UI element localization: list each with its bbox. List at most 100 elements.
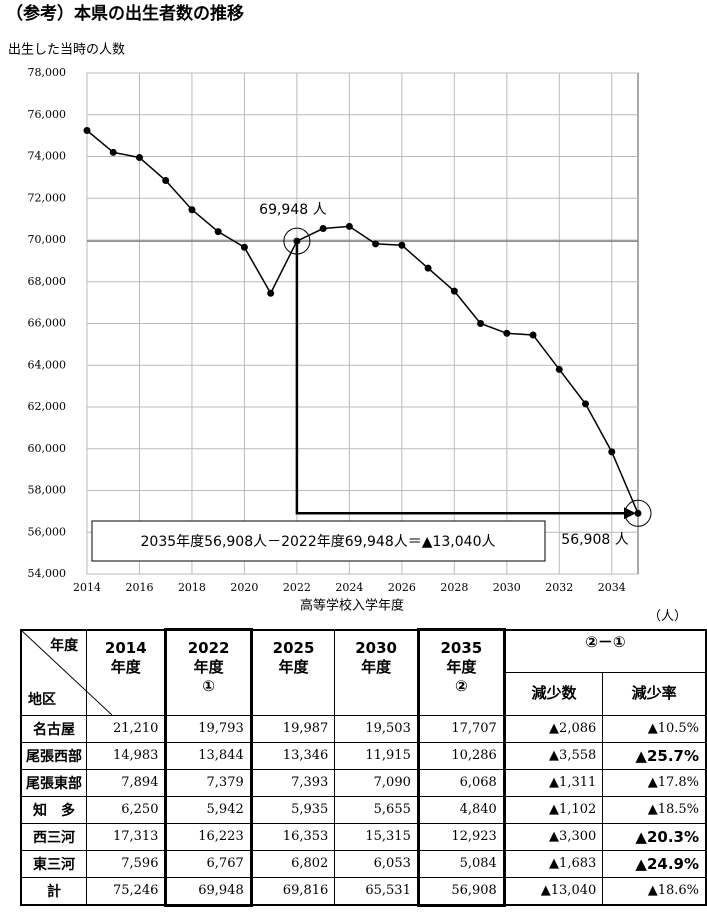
cell-text: 6,802 [291, 856, 329, 871]
y-tick-label: 56,000 [28, 525, 67, 538]
y-tick-label: 70,000 [28, 233, 67, 246]
table-cell: 17,707 [416, 714, 506, 743]
x-tick-label: 2018 [178, 581, 206, 594]
table-cell: 14,983 [86, 741, 167, 770]
table-unit: （人） [648, 609, 688, 624]
table-row: 知 多 6,250 5,942 5,935 5,655 4,840 ▲1,102 ▲18.5% [20, 795, 707, 824]
column-header: 2035 年度 ② [416, 628, 506, 716]
y-tick-label: 62,000 [28, 400, 67, 413]
data-point [109, 148, 117, 156]
data-point [135, 154, 143, 162]
column-header: 2014 年度 [86, 629, 167, 716]
data-point [267, 289, 275, 297]
table-cell: ▲17.8% [602, 768, 707, 797]
cell-text: 16,223 [198, 829, 244, 844]
table-row: 名古屋 21,210 19,793 19,987 19,503 17,707 ▲2,086 ▲… [20, 714, 707, 743]
annotation: 2035年度56,908人－2022年度69,948人＝▲13,040人 [141, 534, 496, 550]
column-header: 2022 年度 ① [164, 628, 253, 716]
cell-text: 65,531 [365, 883, 411, 899]
table-row: 東三河 7,596 6,767 6,802 6,053 5,084 ▲1,683 ▲24.9% [20, 849, 707, 878]
table-cell: 7,596 [86, 849, 167, 878]
cell-text: 尾張西部 [26, 748, 83, 765]
table-cell: 西三河 [20, 822, 88, 851]
cell-text: 14,983 [112, 748, 159, 763]
table-cell: 11,915 [334, 741, 419, 770]
table-cell: 21,210 [86, 714, 167, 743]
cell-text: 尾張東部 [26, 775, 83, 792]
data-point [293, 237, 301, 245]
data-point [450, 287, 458, 295]
x-tick-label: 2026 [388, 581, 416, 594]
header-text: 年度 [193, 658, 224, 676]
annotation: 56,908 人 [561, 532, 628, 548]
cell-text: 7,090 [373, 775, 411, 790]
data-point [319, 225, 327, 233]
table-cell: 名古屋 [20, 714, 88, 743]
cell-text: 6,053 [373, 856, 411, 871]
cell-text: ▲17.8% [647, 775, 699, 790]
cell-text: ▲18.5% [647, 802, 699, 817]
table-cell: 10,286 [416, 741, 506, 770]
cell-text: 16,353 [282, 829, 329, 844]
table-cell: 知 多 [20, 795, 88, 824]
table-cell: 5,942 [164, 795, 253, 824]
cell-text: ▲20.3% [635, 827, 699, 846]
cell-text: ▲3,300 [549, 829, 597, 844]
highlight-circle [283, 227, 311, 255]
x-tick-label: 2032 [545, 581, 573, 594]
cell-text: 5,655 [373, 802, 411, 817]
x-tick-label: 2014 [73, 581, 101, 594]
y-tick-label: 60,000 [28, 442, 67, 455]
cell-text: 5,084 [459, 856, 497, 871]
header-text: 2030 [355, 638, 397, 657]
data-point [214, 228, 222, 236]
x-tick-label: 2034 [598, 581, 626, 594]
cell-text: 6,068 [459, 775, 497, 790]
corner-bottom: 地区 [28, 691, 56, 708]
data-point [424, 264, 432, 272]
cell-text: 69,948 [198, 883, 244, 898]
table-cell: ▲18.5% [602, 795, 707, 824]
table-cell: 19,987 [250, 714, 336, 743]
y-tick-label: 54,000 [28, 567, 67, 580]
table-cell: 計 [20, 876, 88, 906]
table-cell: 6,802 [250, 849, 336, 878]
cell-text: ▲10.5% [647, 721, 699, 736]
page-title: （参考）本県の出生者数の推移 [6, 3, 244, 24]
data-point [608, 448, 616, 456]
y-tick-label: 76,000 [28, 108, 67, 121]
header-text: 2035 [440, 639, 483, 657]
data-table: 年度 地区 2014 年度 2022 年度 ① 2025 年度 2030 年度 2035 年度 ② ②－① 減… [20, 628, 707, 907]
data-point [372, 240, 380, 248]
y-tick-label: 78,000 [28, 66, 67, 79]
table-cell: 4,840 [416, 795, 506, 824]
table-cell: 7,090 [334, 768, 419, 797]
header-text: 年度 [278, 657, 309, 676]
data-point [503, 329, 511, 337]
table-cell: ▲2,086 [503, 714, 604, 743]
cell-text: 計 [47, 883, 62, 900]
cell-text: 6,767 [206, 856, 244, 871]
header-text: 2014 [104, 638, 147, 657]
table-cell: 尾張東部 [20, 768, 88, 797]
table-cell: ▲25.7% [602, 741, 707, 770]
y-tick-label: 66,000 [28, 317, 67, 330]
table-row: 尾張東部 7,894 7,379 7,393 7,090 6,068 ▲1,311 ▲17.8… [20, 768, 707, 797]
header-text: 2025 [272, 638, 315, 657]
table-cell: 7,894 [86, 768, 167, 797]
arrowhead [624, 507, 636, 520]
table-cell: ▲3,558 [503, 741, 604, 770]
x-tick-label: 2016 [125, 581, 153, 594]
table-cell: 6,053 [334, 849, 419, 878]
header-text: 年度 [110, 657, 141, 676]
table-cell: 75,246 [86, 876, 167, 906]
table-cell: 13,844 [164, 741, 253, 770]
table-cell: 5,935 [250, 795, 336, 824]
table-cell: 5,084 [416, 849, 506, 878]
table-cell: 13,346 [250, 741, 336, 770]
cell-text: ▲1,311 [549, 775, 597, 790]
corner-cell: 年度 地区 [20, 629, 112, 716]
table-cell: 7,379 [164, 768, 253, 797]
cell-text: 69,816 [282, 883, 329, 899]
data-line [86, 129, 639, 514]
